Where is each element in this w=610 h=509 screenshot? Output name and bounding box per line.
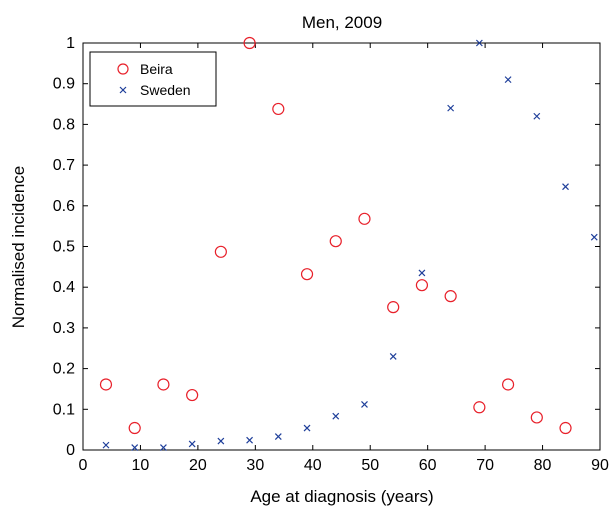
point-sweden-4 [217, 437, 225, 445]
point-sweden-10 [389, 352, 397, 360]
data-markers [99, 36, 598, 451]
x-tick-label-0: 0 [79, 457, 88, 474]
point-beira-6 [272, 102, 285, 116]
y-tick-label-3: 0.3 [53, 320, 75, 337]
point-sweden-1 [131, 444, 139, 451]
x-tick-label-7: 70 [476, 457, 494, 474]
point-beira-4 [214, 245, 227, 258]
point-sweden-16 [562, 183, 569, 191]
y-tick-label-10: 1 [66, 35, 75, 52]
point-sweden-3 [188, 440, 196, 448]
y-axis-label: Normalised incidence [9, 166, 28, 329]
point-sweden-7 [303, 424, 311, 432]
legend-marker-beira-circle-icon [117, 63, 129, 75]
x-tick-label-2: 20 [189, 457, 207, 474]
point-beira-10 [387, 301, 400, 314]
y-tick-label-5: 0.5 [53, 239, 75, 256]
point-sweden-9 [361, 400, 368, 408]
x-tick-label-9: 90 [591, 457, 609, 474]
point-beira-14 [501, 378, 515, 391]
point-sweden-6 [274, 433, 282, 440]
point-beira-1 [128, 421, 141, 435]
point-beira-3 [186, 388, 199, 402]
legend-label-beira: Beira [140, 61, 173, 77]
point-beira-9 [358, 212, 371, 225]
point-sweden-13 [475, 39, 483, 47]
x-tick-label-8: 80 [534, 457, 552, 474]
y-tick-label-0: 0 [66, 442, 75, 459]
tick-labels: 0 10 20 30 40 50 60 70 80 90 0 0.1 0.2 0.3 0.4 0.5 0.6 0.… [53, 35, 609, 474]
x-tick-label-6: 60 [419, 457, 437, 474]
axis-ticks [82, 42, 601, 451]
point-sweden-5 [246, 436, 254, 444]
point-beira-12 [444, 290, 457, 303]
point-beira-0 [99, 378, 113, 391]
x-tick-label-3: 30 [246, 457, 264, 474]
x-axis-label: Age at diagnosis (years) [250, 487, 433, 506]
point-sweden-0 [102, 441, 110, 449]
y-tick-label-2: 0.2 [53, 361, 75, 378]
point-sweden-2 [159, 444, 167, 451]
point-beira-5 [243, 36, 256, 50]
x-tick-label-5: 50 [361, 457, 379, 474]
point-beira-11 [415, 279, 429, 292]
legend-marker-sweden-x-icon [119, 86, 127, 94]
y-tick-label-6: 0.6 [53, 198, 75, 215]
chart-title: Men, 2009 [302, 13, 382, 32]
point-sweden-14 [504, 76, 512, 84]
point-beira-2 [157, 378, 170, 391]
point-beira-7 [300, 268, 314, 281]
point-sweden-15 [533, 112, 541, 120]
point-beira-16 [559, 421, 572, 435]
legend-label-sweden: Sweden [140, 82, 191, 98]
y-tick-label-1: 0.1 [53, 401, 75, 418]
point-sweden-17 [590, 233, 598, 241]
y-tick-label-8: 0.8 [53, 116, 75, 133]
point-beira-15 [530, 411, 543, 424]
point-sweden-11 [418, 269, 426, 277]
point-sweden-12 [447, 104, 455, 112]
x-tick-label-4: 40 [304, 457, 322, 474]
legend: Beira Sweden [89, 51, 217, 107]
y-tick-label-9: 0.9 [53, 76, 75, 93]
point-beira-8 [329, 235, 342, 248]
x-tick-label-1: 10 [132, 457, 150, 474]
y-tick-label-4: 0.4 [53, 279, 75, 296]
point-beira-13 [473, 401, 486, 414]
series-sweden [102, 39, 598, 451]
legend-box [89, 51, 217, 107]
y-tick-label-7: 0.7 [53, 157, 75, 174]
point-sweden-8 [332, 412, 340, 420]
series-beira [99, 36, 572, 435]
